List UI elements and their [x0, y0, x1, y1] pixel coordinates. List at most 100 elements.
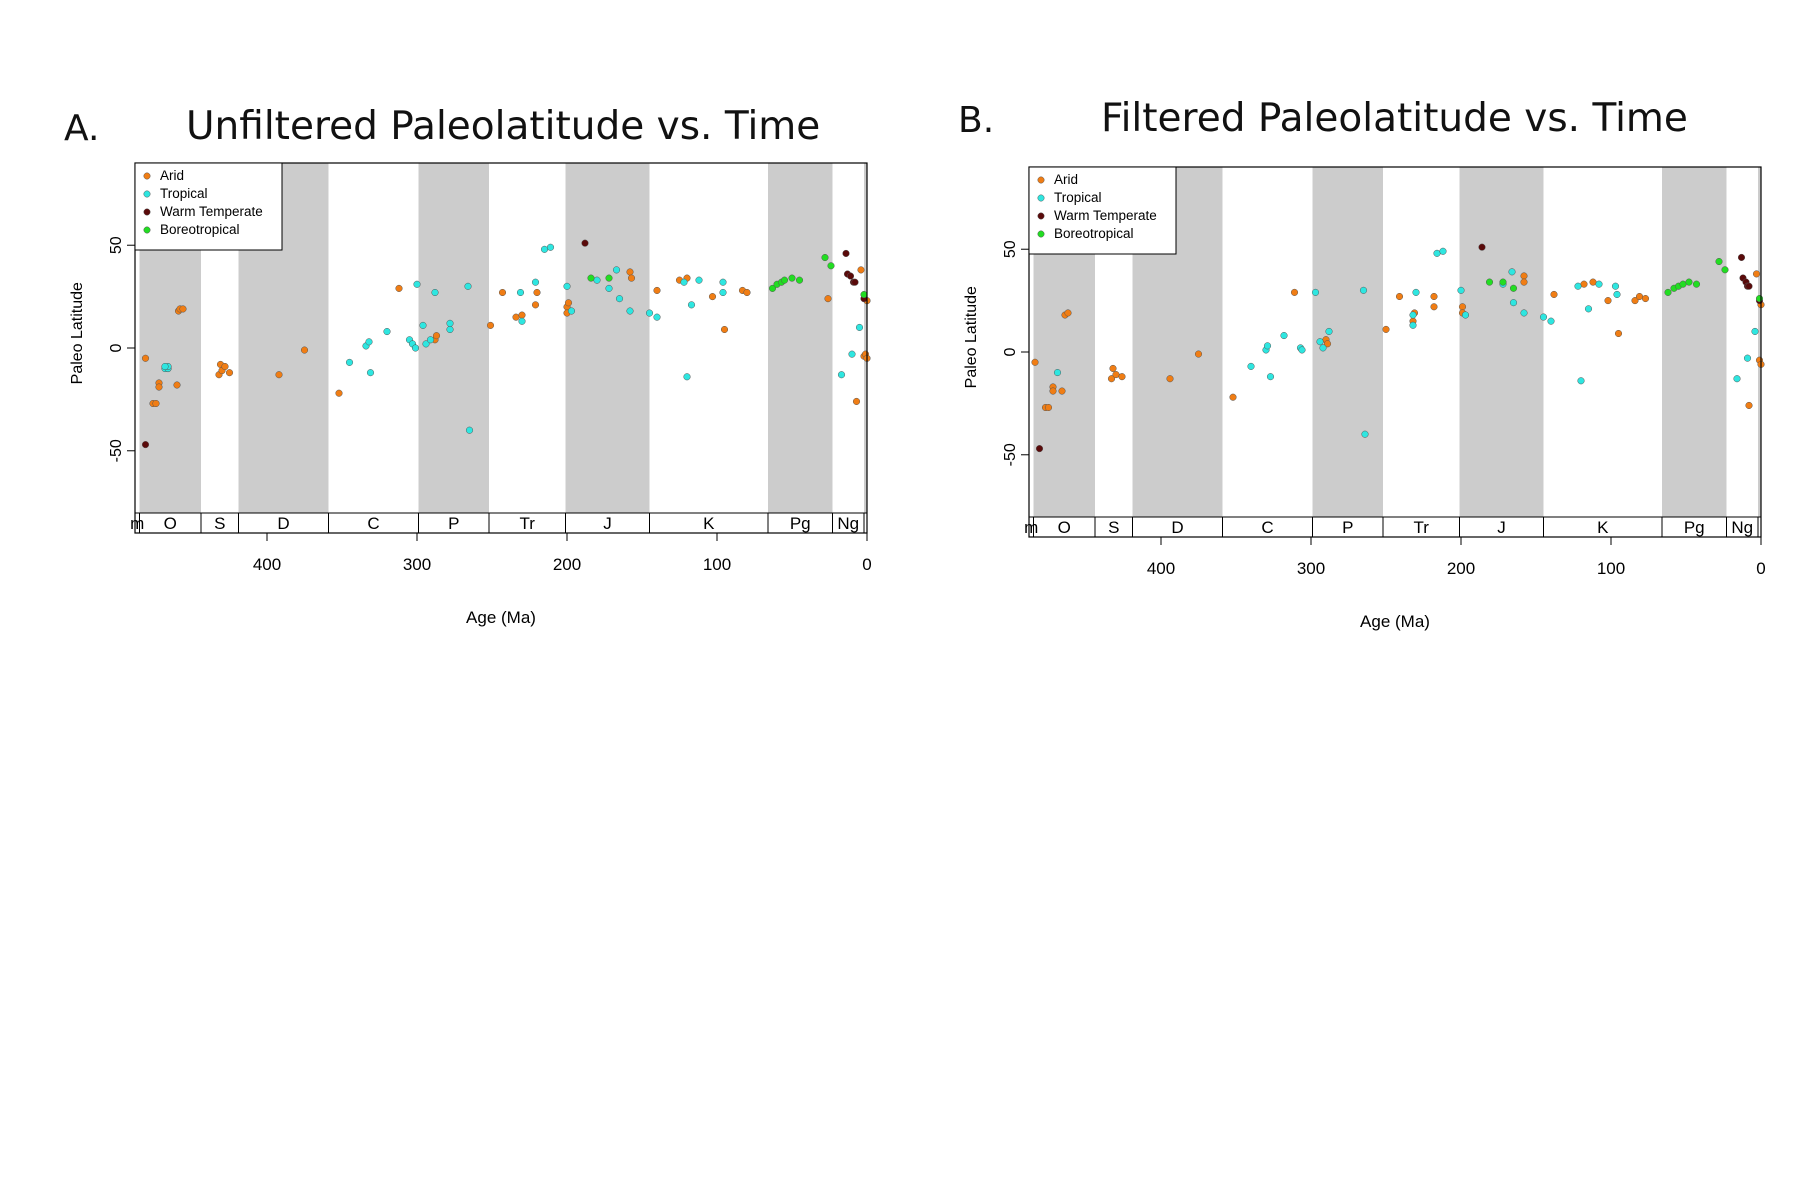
data-point [540, 245, 549, 253]
legend-label: Arid [160, 168, 184, 183]
data-point [1049, 387, 1057, 395]
y-tick-label: 50 [1002, 240, 1019, 258]
period-label: C [367, 514, 379, 533]
period-label: P [1342, 518, 1353, 537]
legend-marker [1037, 230, 1045, 238]
data-point [1290, 288, 1299, 296]
legend: Arid Tropical Warm Temperate Boreotropical [134, 162, 283, 251]
data-point [626, 307, 634, 315]
data-point [1520, 309, 1528, 317]
x-tick-label: 400 [1147, 559, 1175, 578]
data-point [1298, 346, 1306, 354]
data-point [780, 276, 789, 284]
data-point [857, 266, 865, 274]
data-point [1631, 297, 1639, 305]
data-point [1520, 272, 1528, 280]
data-point [1508, 268, 1516, 276]
y-tick-label: -50 [108, 439, 125, 462]
data-point [1035, 445, 1044, 453]
data-point [1641, 295, 1650, 303]
data-point [593, 276, 601, 284]
data-point [1752, 270, 1761, 278]
period-band [1459, 167, 1544, 517]
legend-marker [1037, 194, 1045, 202]
data-point [1323, 340, 1332, 348]
period-label: S [214, 514, 225, 533]
data-point [1745, 401, 1753, 409]
data-point [426, 336, 435, 344]
data-point [366, 369, 375, 377]
data-point [464, 282, 472, 290]
data-point [653, 313, 661, 321]
data-point [1457, 286, 1465, 294]
data-point [516, 288, 525, 297]
y-tick-label: 50 [108, 236, 125, 254]
period-label: Pg [1684, 518, 1705, 537]
data-point [768, 284, 777, 292]
data-point [605, 284, 613, 292]
data-point [627, 274, 636, 282]
period-band [768, 163, 833, 513]
data-point [824, 295, 832, 303]
data-point [1311, 288, 1320, 296]
data-point [1755, 295, 1764, 303]
y-axis-title: Paleo Latitude [963, 286, 980, 388]
data-point [1325, 327, 1333, 335]
data-point [345, 358, 354, 366]
legend-marker [143, 190, 151, 198]
data-point [1109, 364, 1117, 372]
period-label: Pg [790, 514, 811, 533]
data-point [413, 280, 421, 288]
data-point [1409, 321, 1417, 329]
data-point [1280, 332, 1288, 340]
data-point [683, 373, 691, 381]
x-axis-title: Age (Ma) [466, 608, 536, 627]
legend-label: Boreotropical [160, 222, 240, 237]
data-point [827, 262, 835, 270]
data-point [848, 350, 856, 358]
data-point [626, 268, 634, 276]
data-point [221, 362, 229, 371]
x-axis-title: Age (Ma) [1360, 612, 1430, 631]
data-point [173, 381, 181, 389]
data-point [1044, 403, 1053, 412]
data-point [1550, 290, 1558, 298]
data-point [645, 309, 654, 317]
data-point [719, 278, 727, 286]
data-point [419, 321, 427, 329]
data-point [141, 441, 150, 449]
data-point [1737, 253, 1746, 261]
period-band [1758, 167, 1761, 517]
data-point [1692, 280, 1701, 288]
data-point [300, 346, 309, 354]
data-point [1229, 393, 1237, 401]
data-point [1064, 309, 1072, 317]
data-point [1509, 299, 1518, 307]
data-point [365, 338, 373, 346]
data-point [141, 354, 150, 362]
x-tick-label: 100 [703, 555, 731, 574]
data-point [446, 325, 454, 334]
data-point [1611, 282, 1620, 290]
data-point [708, 293, 717, 301]
data-point [1751, 327, 1759, 335]
data-point [1613, 290, 1621, 298]
period-label: J [603, 514, 612, 533]
data-point [1458, 303, 1467, 311]
data-point [1509, 284, 1518, 292]
data-point [155, 383, 163, 391]
data-point [1112, 371, 1120, 379]
data-point [1604, 297, 1612, 305]
data-point [687, 301, 696, 309]
data-point [1433, 249, 1441, 257]
data-point [1382, 325, 1390, 333]
data-point [1664, 288, 1672, 296]
legend-marker [143, 226, 151, 234]
data-point [743, 288, 751, 297]
data-point [1409, 311, 1417, 319]
period-label: Tr [1414, 518, 1430, 537]
legend-box [1028, 166, 1177, 255]
y-tick-label: -50 [1002, 443, 1019, 466]
data-point [152, 399, 160, 408]
data-point [1053, 369, 1062, 377]
